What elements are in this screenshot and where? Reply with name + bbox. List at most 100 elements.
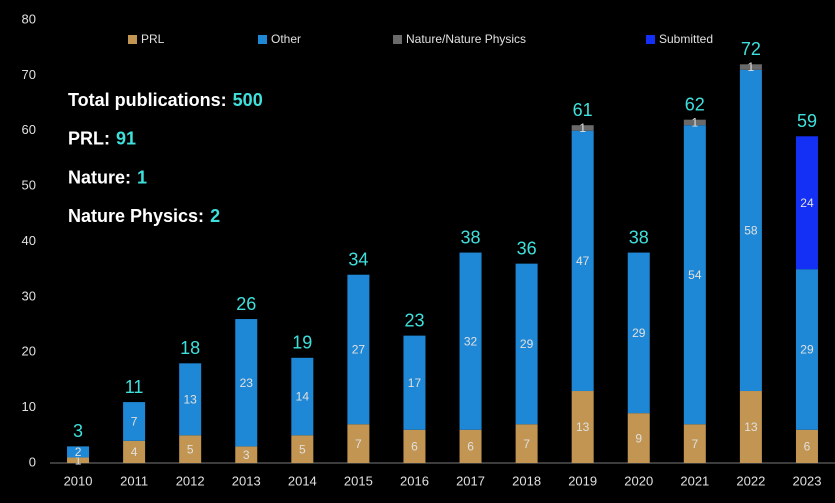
bar-segment — [235, 319, 258, 447]
y-tick-label: 50 — [22, 178, 36, 193]
x-tick-label: 2010 — [64, 473, 93, 488]
bar-segment — [403, 429, 426, 463]
segment-label: 13 — [183, 392, 197, 406]
segment-label: 27 — [352, 343, 366, 357]
bar-segment — [347, 424, 370, 463]
bar-segment — [67, 457, 90, 463]
bar-segment — [683, 119, 706, 126]
y-tick-label: 80 — [22, 11, 36, 26]
annotation: PRL: 91 — [68, 128, 136, 148]
bar-segment — [123, 440, 146, 463]
x-tick-label: 2019 — [568, 473, 597, 488]
x-tick-label: 2011 — [120, 473, 148, 488]
annotation: Nature: 1 — [68, 167, 147, 187]
segment-label: 7 — [691, 437, 698, 451]
annotation-value: 91 — [116, 128, 136, 148]
x-tick-label: 2022 — [736, 473, 765, 488]
legend-swatch — [258, 35, 267, 44]
x-tick-label: 2020 — [624, 473, 653, 488]
annotation-label: Nature: — [68, 167, 131, 187]
segment-label: 1 — [748, 60, 755, 74]
segment-label: 58 — [744, 224, 758, 238]
bar-segment — [403, 335, 426, 430]
segment-label: 7 — [523, 437, 530, 451]
bar-segment — [739, 69, 762, 392]
segment-label: 1 — [579, 121, 586, 135]
annotation-value: 500 — [233, 90, 263, 110]
segment-label: 32 — [464, 334, 478, 348]
legend-label: Other — [271, 32, 301, 46]
segment-label: 13 — [576, 420, 590, 434]
segment-label: 29 — [800, 343, 814, 357]
total-label: 38 — [461, 227, 481, 247]
total-label: 38 — [629, 227, 649, 247]
bar-segment — [571, 391, 594, 463]
bar-segment — [459, 429, 482, 463]
bar-segment — [795, 136, 818, 270]
total-label: 72 — [741, 39, 761, 59]
total-label: 11 — [125, 377, 144, 397]
annotation: Nature Physics: 2 — [68, 206, 220, 226]
segment-label: 47 — [576, 254, 590, 268]
x-tick-label: 2021 — [680, 473, 709, 488]
annotation-label: PRL: — [68, 128, 110, 148]
total-label: 23 — [404, 310, 424, 330]
bar-segment — [179, 363, 202, 436]
total-label: 61 — [573, 100, 593, 120]
y-tick-label: 20 — [22, 344, 36, 359]
x-tick-label: 2017 — [456, 473, 485, 488]
bar-segment — [683, 125, 706, 425]
y-tick-label: 30 — [22, 288, 36, 303]
bar-segment — [515, 424, 538, 463]
bar-segment — [627, 413, 650, 463]
segment-label: 6 — [411, 440, 418, 454]
segment-label: 3 — [243, 448, 250, 462]
segment-label: 5 — [299, 442, 306, 456]
y-tick-label: 70 — [22, 67, 36, 82]
segment-label: 1 — [75, 453, 82, 467]
bar-segment — [291, 357, 314, 436]
total-label: 62 — [685, 94, 705, 114]
segment-label: 29 — [632, 326, 646, 340]
x-tick-label: 2018 — [512, 473, 541, 488]
segment-label: 6 — [467, 440, 474, 454]
x-tick-label: 2014 — [288, 473, 317, 488]
legend-label: PRL — [141, 32, 165, 46]
bar-segment — [123, 402, 146, 441]
total-label: 19 — [292, 333, 312, 353]
x-tick-label: 2016 — [400, 473, 429, 488]
total-label: 59 — [797, 111, 817, 131]
bar-segment — [795, 269, 818, 430]
y-tick-label: 60 — [22, 122, 36, 137]
bar-segment — [179, 435, 202, 463]
y-tick-label: 40 — [22, 233, 36, 248]
x-tick-label: 2023 — [793, 473, 822, 488]
annotation-label: Nature Physics: — [68, 206, 204, 226]
legend-swatch — [646, 35, 655, 44]
segment-label: 6 — [804, 440, 811, 454]
bar-segment — [571, 125, 594, 131]
total-label: 34 — [348, 249, 368, 269]
bar-segment — [571, 130, 594, 392]
legend-label: Submitted — [659, 32, 713, 46]
annotation: Total publications: 500 — [68, 90, 263, 110]
legend-label: Nature/Nature Physics — [406, 32, 526, 46]
segment-label: 9 — [635, 431, 642, 445]
bar-segment — [739, 64, 762, 70]
segment-label: 7 — [355, 437, 362, 451]
bar-segment — [515, 263, 538, 425]
x-tick-label: 2012 — [176, 473, 205, 488]
segment-label: 54 — [688, 268, 702, 282]
segment-label: 2 — [75, 445, 82, 459]
segment-label: 14 — [296, 390, 310, 404]
segment-label: 7 — [131, 415, 138, 429]
bar-segment — [291, 435, 314, 463]
y-tick-label: 0 — [29, 454, 36, 469]
legend-swatch — [393, 35, 402, 44]
total-label: 3 — [73, 421, 83, 441]
bar-segment — [683, 424, 706, 463]
bar-segment — [235, 446, 258, 463]
segment-label: 17 — [408, 376, 422, 390]
bar-segment — [627, 252, 650, 414]
annotation-label: Total publications: — [68, 90, 227, 110]
